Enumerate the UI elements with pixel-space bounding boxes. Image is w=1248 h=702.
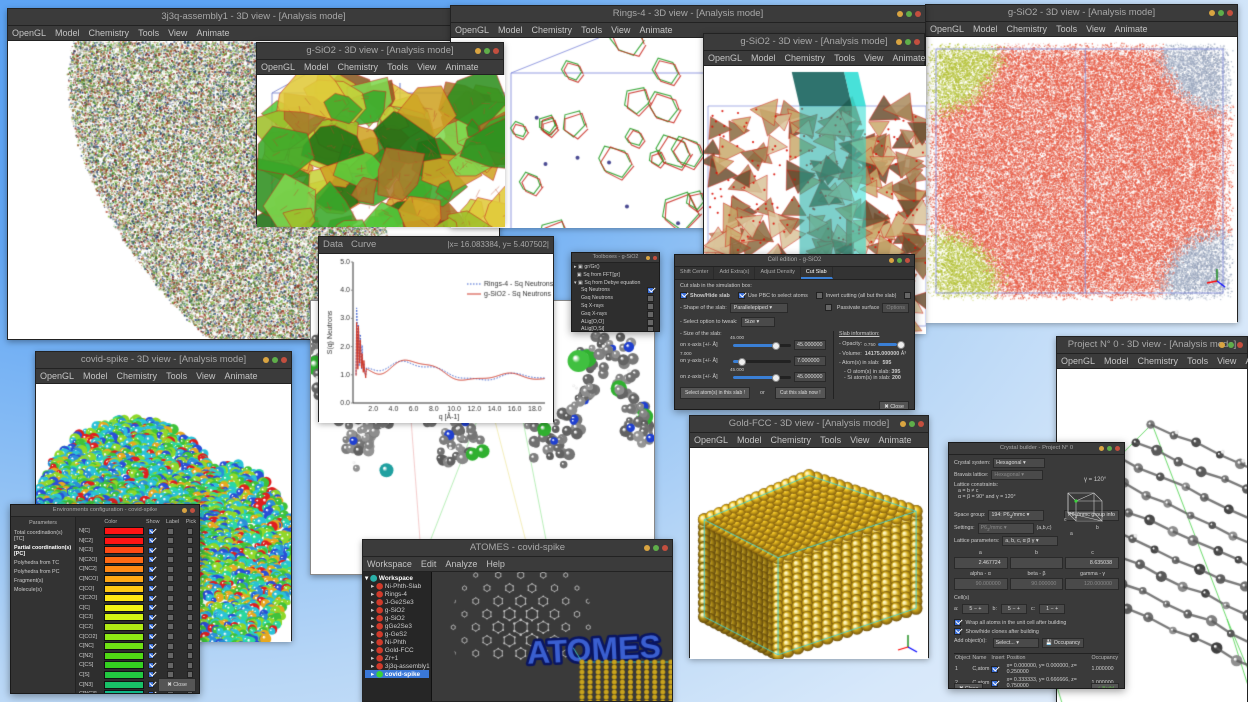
svg-text:c: c — [1064, 517, 1067, 523]
svg-text:a: a — [1070, 531, 1073, 537]
svg-text:b: b — [1096, 525, 1099, 531]
svg-text:γ = 120°: γ = 120° — [1084, 477, 1107, 483]
